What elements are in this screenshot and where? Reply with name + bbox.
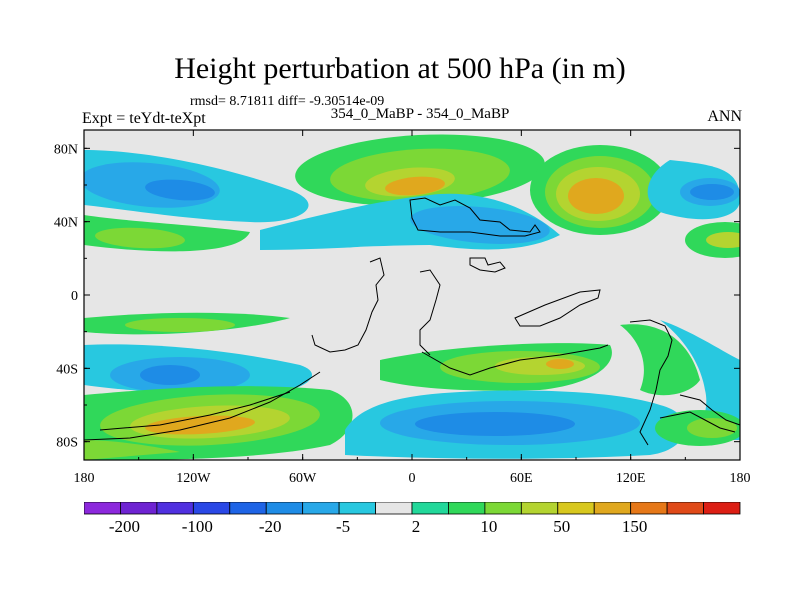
colorbar-label: -100 <box>182 517 213 536</box>
coastline-1 <box>409 197 541 237</box>
field-nh-darkblue-core <box>145 179 215 201</box>
coastline-5 <box>514 289 601 327</box>
y-tick-label: 80N <box>54 142 78 157</box>
stats-text: rmsd= 8.71811 diff= -9.30514e-09 <box>190 94 385 109</box>
case-label: 354_0_MaBP - 354_0_MaBP <box>330 106 510 122</box>
field-nh-midlat-core <box>410 206 550 244</box>
colorbar-swatch <box>229 502 267 515</box>
field-ne-lime <box>706 232 740 248</box>
y-tick-label: 0 <box>71 289 78 304</box>
coastline-3 <box>311 257 385 353</box>
colorbar-swatch <box>484 502 522 515</box>
colorbar-swatch <box>703 502 741 515</box>
coastline-11 <box>679 394 741 426</box>
colorbar-label: 150 <box>622 517 648 536</box>
field-tropics-green-core <box>125 318 235 332</box>
coastline-2 <box>469 257 506 273</box>
x-tick-label: 60W <box>289 471 317 486</box>
colorbar-swatch <box>593 502 632 515</box>
colorbar-label: -5 <box>336 517 350 536</box>
colorbar-label: -200 <box>109 517 140 536</box>
colorbar-swatch <box>411 502 449 515</box>
y-tick-label: 40N <box>54 216 78 231</box>
x-tick-label: 0 <box>409 471 416 486</box>
field-sh-yellow <box>546 359 574 369</box>
x-tick-label: 180 <box>74 471 95 486</box>
field-ne-darkblue <box>690 184 734 200</box>
field-sh-darkblue <box>140 365 200 385</box>
colorbar-swatch <box>120 502 158 515</box>
coastline-10 <box>659 411 736 433</box>
colorbar-swatch <box>265 502 304 515</box>
coastline-6 <box>421 344 609 376</box>
season-label: ANN <box>707 108 742 125</box>
colorbar-swatch <box>302 502 340 515</box>
x-tick-label: 60E <box>510 471 533 486</box>
field-se-green-core <box>687 418 737 438</box>
chart-title: Height perturbation at 500 hPa (in m) <box>174 52 626 85</box>
coastline-8 <box>83 371 321 441</box>
field-antarctic-green-edge <box>84 440 180 460</box>
y-tick-label: 40S <box>56 362 78 377</box>
colorbar: -200 -100 -20 -5 2 10 50 150 <box>84 502 741 536</box>
field-arctic-yellow <box>385 176 445 196</box>
experiment-label: Expt = teYdt-teXpt <box>82 110 206 127</box>
colorbar-swatch <box>630 502 668 515</box>
coastline-7 <box>629 319 673 446</box>
colorbar-swatch <box>338 502 376 515</box>
contour-fields <box>84 134 740 460</box>
colorbar-swatch <box>84 502 121 515</box>
coastline-4 <box>419 269 441 356</box>
colorbar-label: 2 <box>412 517 421 536</box>
x-tick-label: 180 <box>730 471 751 486</box>
colorbar-swatch <box>375 502 413 515</box>
colorbar-swatch <box>557 502 595 515</box>
colorbar-swatch <box>448 502 486 515</box>
field-so-darkblue <box>415 412 575 436</box>
colorbar-label: 10 <box>480 517 497 536</box>
field-sh-green-pacific <box>620 324 700 396</box>
colorbar-swatch <box>666 502 704 515</box>
coastline-9 <box>99 391 291 431</box>
colorbar-label: -20 <box>259 517 282 536</box>
y-tick-label: 80S <box>56 436 78 451</box>
colorbar-swatch <box>520 502 559 515</box>
field-nh-green-core <box>95 227 185 249</box>
colorbar-swatch <box>192 502 231 515</box>
x-tick-label: 120E <box>616 471 646 486</box>
colorbar-swatch <box>156 502 194 515</box>
field-asia-yellow <box>568 178 624 214</box>
colorbar-label: 50 <box>553 517 570 536</box>
field-sh-blue-pacific <box>660 320 740 440</box>
field-atlantic-cyan <box>330 246 443 305</box>
x-tick-label: 120W <box>176 471 211 486</box>
